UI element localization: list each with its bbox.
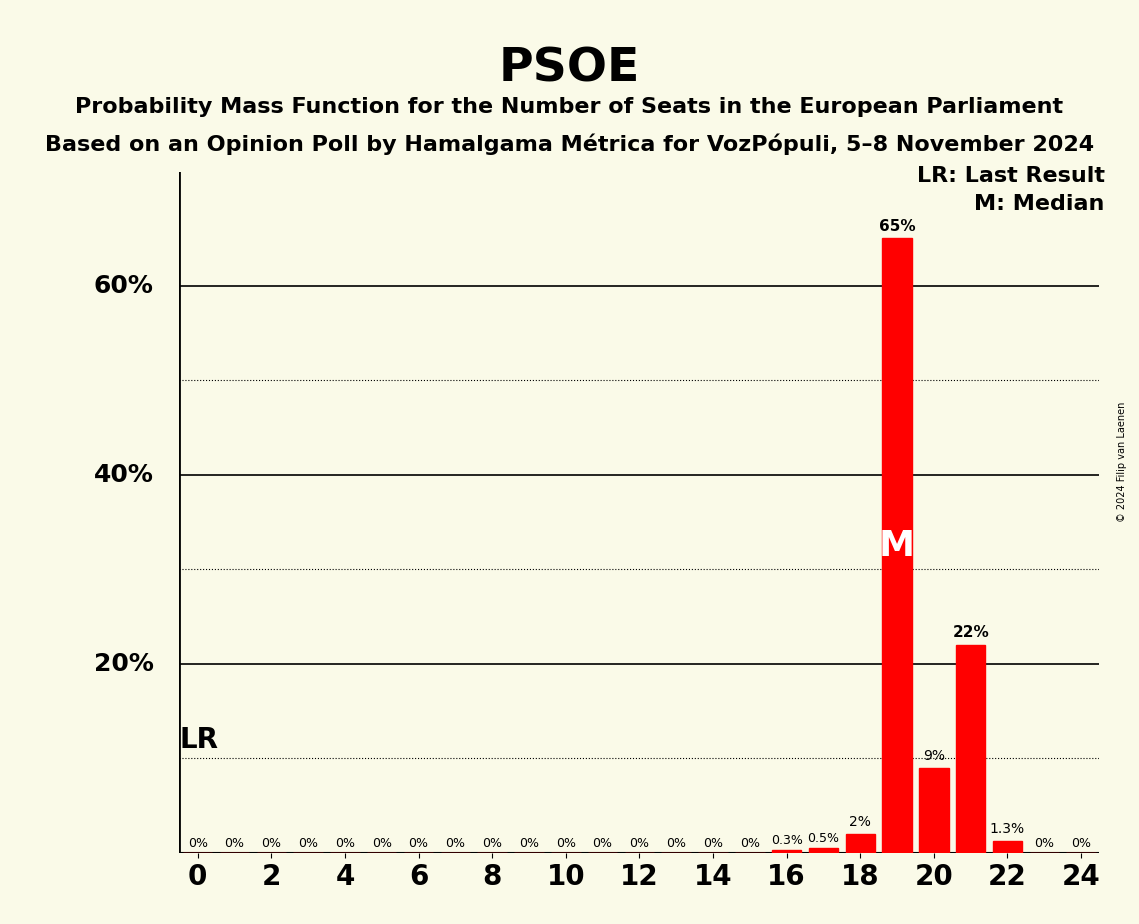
Text: M: Median: M: Median (975, 194, 1105, 214)
Text: 0%: 0% (740, 837, 760, 850)
Text: 2%: 2% (850, 815, 871, 829)
Text: Probability Mass Function for the Number of Seats in the European Parliament: Probability Mass Function for the Number… (75, 97, 1064, 117)
Text: LR: Last Result: LR: Last Result (917, 166, 1105, 187)
Text: 0%: 0% (298, 837, 318, 850)
Text: 0%: 0% (703, 837, 723, 850)
Text: 0%: 0% (445, 837, 466, 850)
Text: M: M (879, 529, 915, 563)
Text: 20%: 20% (93, 651, 154, 675)
Text: Based on an Opinion Poll by Hamalgama Métrica for VozPópuli, 5–8 November 2024: Based on an Opinion Poll by Hamalgama Mé… (44, 134, 1095, 155)
Bar (956, 645, 985, 853)
Text: 0%: 0% (1034, 837, 1055, 850)
Text: 0%: 0% (409, 837, 428, 850)
Text: 0.5%: 0.5% (808, 833, 839, 845)
Text: 0.3%: 0.3% (771, 834, 803, 847)
Bar (845, 833, 875, 853)
Text: © 2024 Filip van Laenen: © 2024 Filip van Laenen (1117, 402, 1126, 522)
Text: 0%: 0% (592, 837, 613, 850)
Text: 0%: 0% (224, 837, 245, 850)
Bar (993, 841, 1022, 853)
Text: 0%: 0% (335, 837, 355, 850)
Text: 0%: 0% (482, 837, 502, 850)
Text: 9%: 9% (923, 749, 945, 763)
Text: 0%: 0% (188, 837, 207, 850)
Text: 0%: 0% (666, 837, 686, 850)
Text: 22%: 22% (952, 625, 989, 640)
Text: 0%: 0% (556, 837, 576, 850)
Bar (883, 238, 912, 853)
Text: PSOE: PSOE (499, 46, 640, 91)
Text: 0%: 0% (519, 837, 539, 850)
Text: 40%: 40% (93, 463, 154, 487)
Text: 0%: 0% (1071, 837, 1091, 850)
Text: 1.3%: 1.3% (990, 821, 1025, 836)
Bar (772, 850, 802, 853)
Bar (919, 768, 949, 853)
Text: 60%: 60% (93, 274, 154, 298)
Bar (809, 848, 838, 853)
Text: 65%: 65% (879, 219, 916, 234)
Text: 0%: 0% (371, 837, 392, 850)
Text: 0%: 0% (630, 837, 649, 850)
Text: 0%: 0% (261, 837, 281, 850)
Text: LR: LR (179, 725, 219, 754)
